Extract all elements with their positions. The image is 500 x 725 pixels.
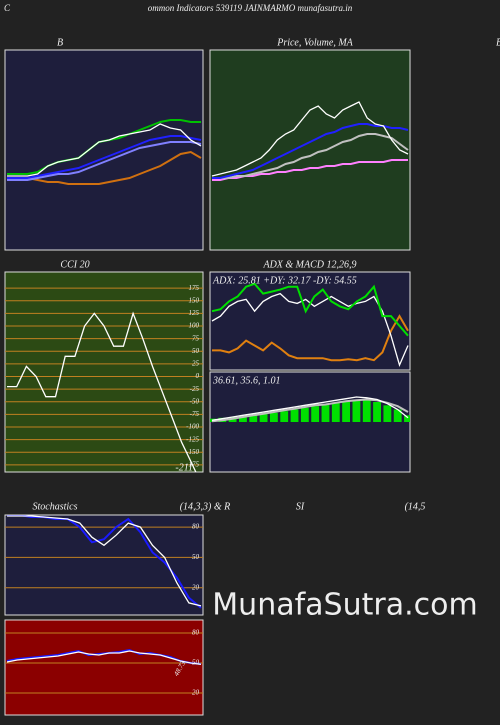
page-title: ommon Indicators 539119 JAINMARMO munafa… [148,3,353,13]
histogram-bar [342,401,351,422]
y-tick-label: -25 [190,385,200,393]
histogram-bar [249,415,258,422]
histogram-bar [300,407,309,422]
annotation: 36.61, 35.6, 1.01 [212,375,281,386]
panel-title: SI [296,501,305,512]
annotation: ADX: 25.81 +DY: 32.17 -DY: 54.55 [212,275,357,286]
edge-label: B [496,37,500,48]
y-tick-label: -75 [190,410,200,418]
panel-title: ADX & MACD 12,26,9 [262,259,356,270]
panel-title: Stochastics [33,501,78,512]
histogram-bar [269,412,278,422]
indicator-line [7,141,202,181]
histogram-bar [290,409,299,422]
panel [4,619,204,716]
panel [4,271,204,473]
indicator-line [7,135,202,179]
indicator-line [211,282,409,337]
panel-plot [211,101,409,181]
panel-subtitle: (14,3,3) & R [180,501,231,512]
panel-title: CCI 20 [60,259,89,270]
watermark: MunafaSutra.com [212,588,477,623]
indicator-line [212,314,409,362]
panel-plot [211,282,409,368]
y-tick-label: 150 [189,296,200,304]
indicator-line [211,398,409,423]
histogram-bar [239,416,247,422]
y-tick-label: 20 [192,583,200,591]
y-tick-label: -150 [186,448,199,456]
panel-plot [7,119,202,185]
histogram-bar [280,411,289,422]
y-tick-label: 50 [192,347,200,355]
panel [4,514,204,616]
panel-plot [210,396,410,423]
y-tick-label: 75 [192,334,200,342]
indicator-line [6,650,202,665]
indicator-line [212,133,409,179]
y-tick-label: -100 [186,423,199,431]
indicator-line [7,123,202,177]
histogram-bar [404,415,410,422]
y-tick-label: 125 [189,309,200,317]
y-tick-label: 50 [192,553,200,561]
panel-plot [5,287,203,472]
y-tick-label: 175 [189,284,200,292]
y-tick-label: -175 [186,461,199,469]
histogram-bar [383,405,392,422]
y-tick-label: 50 [192,659,200,667]
y-tick-label: 80 [192,629,200,637]
y-tick-label: 100 [189,322,200,330]
y-tick-label: 20 [192,689,200,697]
y-tick-label: -125 [186,435,199,443]
panel-title: Price, Volume, MA [276,37,353,48]
corner-letter: C [4,3,11,13]
histogram-bar [362,400,371,422]
indicator-line [211,396,409,421]
indicator-line [7,311,197,472]
y-tick-label: 80 [192,523,200,531]
panel-title: B [57,37,63,48]
indicator-line [7,515,202,607]
panel [209,49,411,251]
indicator-line [7,150,202,185]
histogram-bar [259,413,268,422]
panel-plot [5,515,203,609]
y-tick-label: 25 [192,360,200,368]
y-tick-label: 0 [196,372,200,380]
histogram-bar [352,399,361,422]
histogram-bar [393,409,402,422]
histogram-bar [321,404,330,422]
panel [209,271,411,371]
panel-plot [5,632,203,694]
indicator-line [212,123,409,179]
indicator-line [211,101,409,177]
panel-subtitle: (14,5 [405,501,426,512]
histogram-bar [331,402,340,422]
histogram-bar [311,406,320,422]
histogram-bar [373,402,381,422]
annotation: -211 [175,462,193,473]
y-tick-label: -50 [190,397,200,405]
panel [4,49,204,251]
